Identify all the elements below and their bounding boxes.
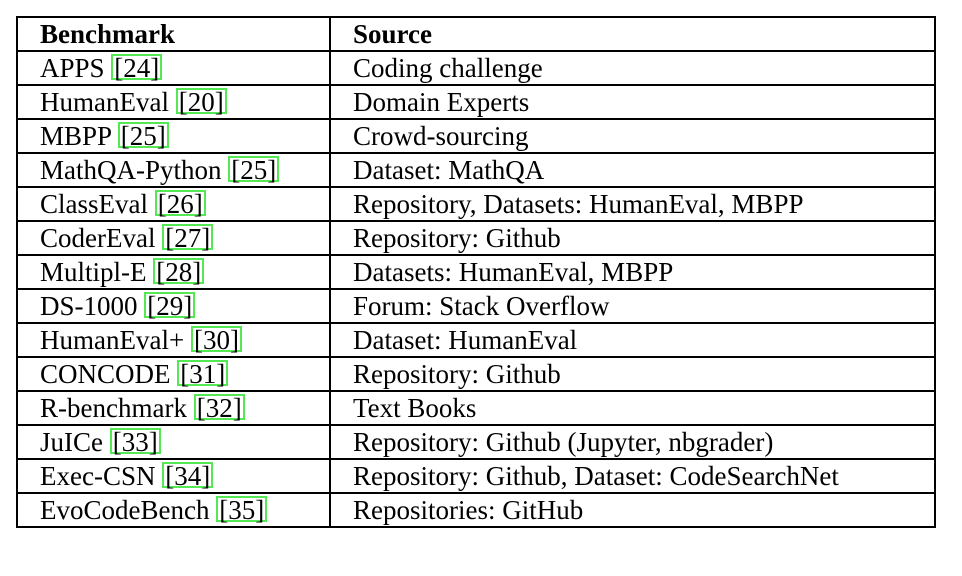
- source-cell: Crowd-sourcing: [329, 118, 936, 154]
- benchmark-cell: DS-1000 [29]: [16, 288, 331, 324]
- source-cell: Repository: Github: [329, 220, 936, 256]
- citation-number: 25: [240, 155, 268, 185]
- table-row: R-benchmark [32] Text Books: [16, 390, 936, 426]
- benchmark-name: CONCODE: [40, 359, 171, 389]
- benchmark-cell: MBPP [25]: [16, 118, 331, 154]
- benchmark-name: Multipl-E: [40, 257, 147, 287]
- benchmark-cell: ClassEval [26]: [16, 186, 331, 222]
- benchmark-cell: HumanEval+ [30]: [16, 322, 331, 358]
- benchmark-name: HumanEval: [40, 87, 169, 117]
- table-row: Exec-CSN [34] Repository: Github, Dataset…: [16, 458, 936, 494]
- table-row: CoderEval [27] Repository: Github: [16, 220, 936, 256]
- benchmark-cell: EvoCodeBench [35]: [16, 492, 331, 528]
- benchmark-cell: HumanEval [20]: [16, 84, 331, 120]
- benchmark-name: R-benchmark: [40, 393, 187, 423]
- benchmark-name: JuICe: [40, 427, 103, 457]
- citation-number: 34: [174, 461, 202, 491]
- benchmark-cell: R-benchmark [32]: [16, 390, 331, 426]
- benchmark-name: Exec-CSN: [40, 461, 156, 491]
- citation-link[interactable]: [25]: [117, 121, 169, 151]
- source-cell: Coding challenge: [329, 50, 936, 86]
- source-cell: Domain Experts: [329, 84, 936, 120]
- header-source: Source: [329, 16, 936, 52]
- table-row: HumanEval+ [30] Dataset: HumanEval: [16, 322, 936, 358]
- table-row: MathQA-Python [25] Dataset: MathQA: [16, 152, 936, 188]
- header-benchmark: Benchmark: [16, 16, 331, 52]
- benchmark-name: ClassEval: [40, 189, 148, 219]
- source-cell: Datasets: HumanEval, MBPP: [329, 254, 936, 290]
- benchmark-cell: CONCODE [31]: [16, 356, 331, 392]
- table-row: ClassEval [26] Repository, Datasets: Huma…: [16, 186, 936, 222]
- table-row: DS-1000 [29] Forum: Stack Overflow: [16, 288, 936, 324]
- benchmark-cell: APPS [24]: [16, 50, 331, 86]
- citation-number: 24: [123, 53, 151, 83]
- table-row: CONCODE [31] Repository: Github: [16, 356, 936, 392]
- benchmark-cell: MathQA-Python [25]: [16, 152, 331, 188]
- citation-number: 25: [129, 121, 157, 151]
- benchmark-name: CoderEval: [40, 223, 156, 253]
- benchmark-name: HumanEval+: [40, 325, 185, 355]
- citation-link[interactable]: [33]: [109, 427, 161, 457]
- source-cell: Dataset: MathQA: [329, 152, 936, 188]
- citation-link[interactable]: [20]: [175, 87, 227, 117]
- citation-link[interactable]: [24]: [111, 53, 163, 83]
- citation-link[interactable]: [35]: [216, 495, 268, 525]
- citation-link[interactable]: [26]: [154, 189, 206, 219]
- citation-number: 29: [156, 291, 184, 321]
- citation-number: 27: [174, 223, 202, 253]
- source-cell: Repository: Github: [329, 356, 936, 392]
- citation-link[interactable]: [28]: [153, 257, 205, 287]
- benchmark-name: DS-1000: [40, 291, 138, 321]
- table-row: HumanEval [20] Domain Experts: [16, 84, 936, 120]
- citation-number: 31: [189, 359, 217, 389]
- citation-link[interactable]: [34]: [162, 461, 214, 491]
- source-cell: Repository: Github, Dataset: CodeSearchN…: [329, 458, 936, 494]
- table-header-row: Benchmark Source: [16, 16, 936, 52]
- benchmark-cell: Exec-CSN [34]: [16, 458, 331, 494]
- source-cell: Repositories: GitHub: [329, 492, 936, 528]
- citation-number: 26: [166, 189, 194, 219]
- benchmark-cell: Multipl-E [28]: [16, 254, 331, 290]
- citation-number: 33: [121, 427, 149, 457]
- citation-link[interactable]: [32]: [193, 393, 245, 423]
- citation-link[interactable]: [29]: [144, 291, 196, 321]
- citation-number: 28: [165, 257, 193, 287]
- benchmark-table: Benchmark Source APPS [24] Coding challen…: [16, 16, 936, 528]
- source-cell: Repository: Github (Jupyter, nbgrader): [329, 424, 936, 460]
- benchmark-name: APPS: [40, 53, 105, 83]
- citation-number: 30: [202, 325, 230, 355]
- citation-link[interactable]: [27]: [162, 223, 214, 253]
- table-row: MBPP [25] Crowd-sourcing: [16, 118, 936, 154]
- source-cell: Repository, Datasets: HumanEval, MBPP: [329, 186, 936, 222]
- benchmark-name: MBPP: [40, 121, 112, 151]
- benchmark-name: MathQA-Python: [40, 155, 222, 185]
- citation-link[interactable]: [31]: [177, 359, 229, 389]
- benchmark-cell: JuICe [33]: [16, 424, 331, 460]
- table-row: APPS [24] Coding challenge: [16, 50, 936, 86]
- table-row: Multipl-E [28] Datasets: HumanEval, MBPP: [16, 254, 936, 290]
- benchmark-name: EvoCodeBench: [40, 495, 210, 525]
- table-row: JuICe [33] Repository: Github (Jupyter, n…: [16, 424, 936, 460]
- source-cell: Dataset: HumanEval: [329, 322, 936, 358]
- citation-number: 32: [205, 393, 233, 423]
- table-row: EvoCodeBench [35] Repositories: GitHub: [16, 492, 936, 528]
- citation-number: 20: [187, 87, 215, 117]
- citation-number: 35: [228, 495, 256, 525]
- citation-link[interactable]: [25]: [228, 155, 280, 185]
- table-body: APPS [24] Coding challenge HumanEval [20] D…: [16, 50, 936, 528]
- benchmark-cell: CoderEval [27]: [16, 220, 331, 256]
- source-cell: Text Books: [329, 390, 936, 426]
- source-cell: Forum: Stack Overflow: [329, 288, 936, 324]
- citation-link[interactable]: [30]: [190, 325, 242, 355]
